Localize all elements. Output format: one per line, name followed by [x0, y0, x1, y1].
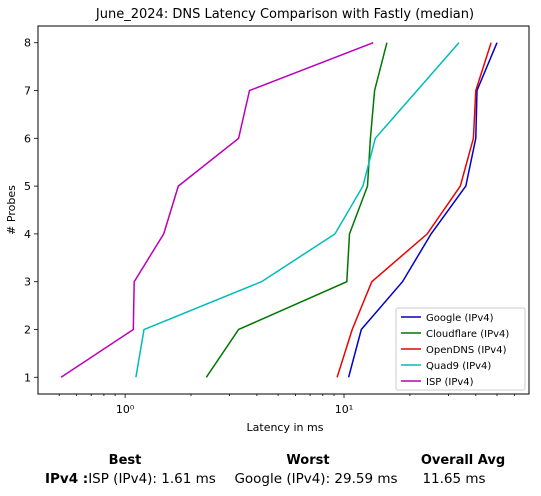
chart-title: June_2024: DNS Latency Comparison with F…	[95, 7, 474, 22]
y-axis-label: # Probes	[5, 185, 18, 235]
x-axis-label: Latency in ms	[247, 421, 324, 434]
y-tick-label: 2	[24, 323, 31, 336]
best-header: Best	[108, 453, 142, 468]
y-axis: 1 2 3 4 5 6 7 8	[24, 37, 38, 384]
legend-entry: ISP (IPv4)	[426, 377, 474, 388]
best-value: ISP (IPv4): 1.61 ms	[88, 471, 216, 487]
ipv4-row-label: IPv4 :	[45, 471, 89, 487]
series-lines	[60, 42, 498, 378]
overall-avg-header: Overall Avg	[420, 453, 506, 468]
worst-header: Worst	[286, 453, 330, 468]
legend-box	[395, 307, 526, 391]
plot-frame	[37, 25, 530, 395]
x-tick-label: 10⁰	[116, 403, 135, 416]
y-tick-label: 6	[24, 132, 31, 145]
summary-table: Best Worst Overall Avg IPv4 : ISP (IPv4)…	[0, 448, 541, 496]
y-tick-label: 5	[24, 180, 31, 193]
y-tick-label: 4	[24, 228, 31, 241]
series-line-isp-ipv4	[60, 42, 374, 378]
x-tick-label: 10¹	[335, 403, 353, 416]
series-line-google-ipv4	[347, 42, 498, 378]
legend-entry: OpenDNS (IPv4)	[426, 345, 507, 356]
legend-entry: Cloudflare (IPv4)	[426, 329, 509, 340]
series-line-quad9-ipv4	[135, 42, 460, 378]
series-line-opendns-ipv4	[336, 42, 492, 378]
worst-value: Google (IPv4): 29.59 ms	[234, 471, 398, 487]
y-tick-label: 7	[24, 85, 31, 98]
y-tick-label: 3	[24, 276, 31, 289]
series-line-cloudflare-ipv4	[205, 42, 388, 378]
legend-entry: Google (IPv4)	[426, 313, 494, 324]
legend-entry: Quad9 (IPv4)	[426, 361, 491, 372]
latency-chart: June_2024: DNS Latency Comparison with F…	[5, 7, 530, 434]
y-tick-label: 8	[24, 37, 31, 50]
x-axis: 10⁰ 10¹	[58, 394, 515, 416]
y-tick-label: 1	[24, 371, 31, 384]
legend: Google (IPv4) Cloudflare (IPv4) OpenDNS (I…	[395, 307, 526, 391]
overall-avg-value: 11.65 ms	[422, 471, 486, 487]
